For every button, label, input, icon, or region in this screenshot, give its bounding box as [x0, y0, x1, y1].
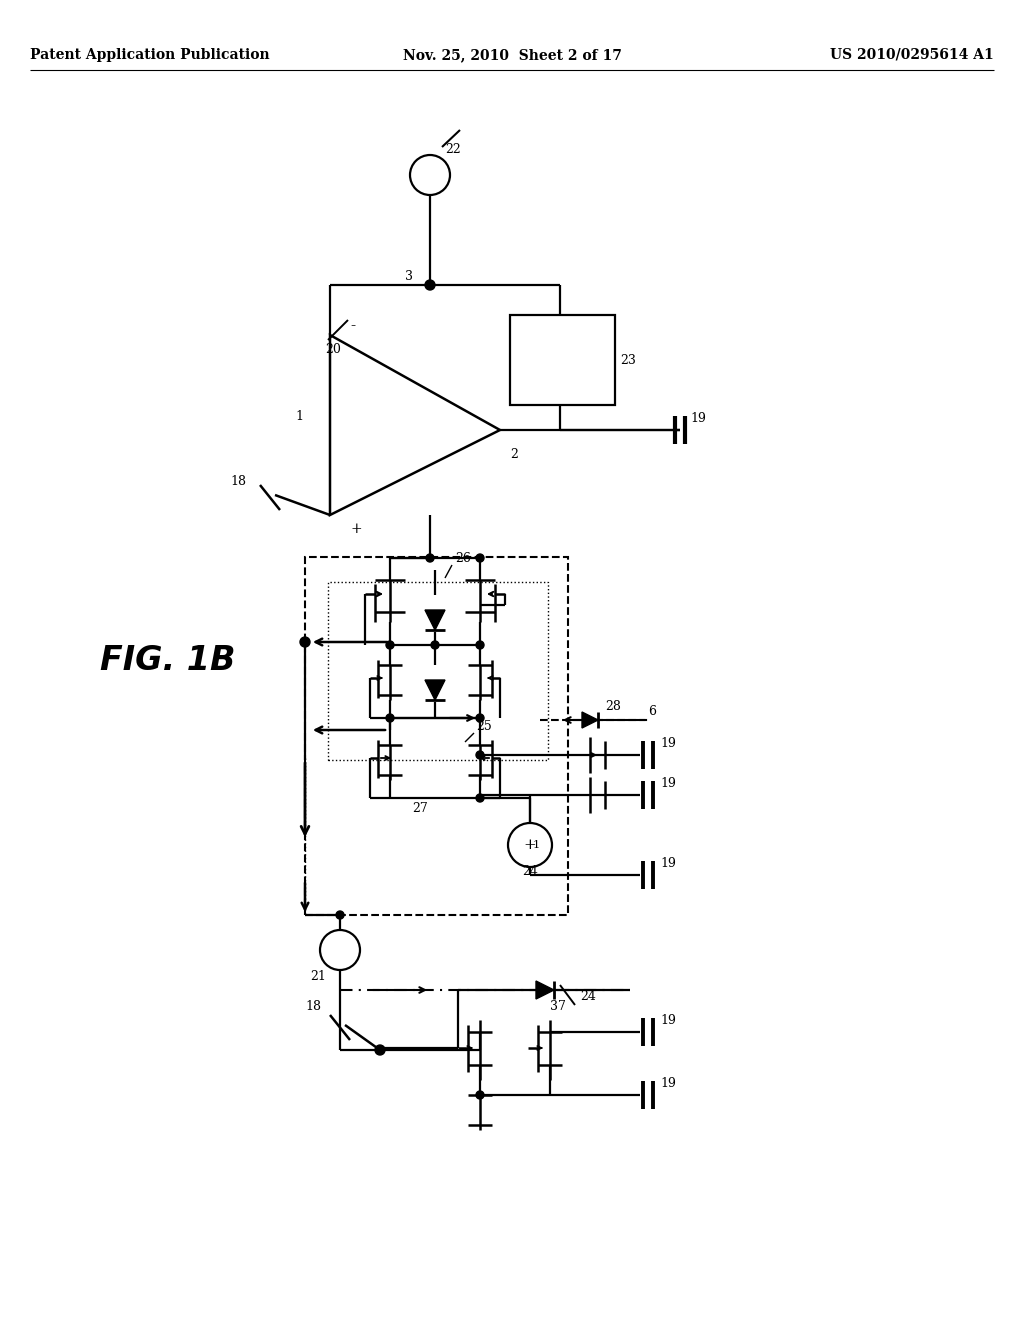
Text: Patent Application Publication: Patent Application Publication: [30, 48, 269, 62]
Circle shape: [425, 280, 435, 290]
Circle shape: [476, 714, 484, 722]
Text: 18: 18: [230, 475, 246, 488]
Bar: [510, 315, 615, 405]
Circle shape: [476, 554, 484, 562]
Text: 1: 1: [534, 840, 540, 850]
Circle shape: [476, 795, 484, 803]
Circle shape: [426, 554, 434, 562]
Text: 26: 26: [455, 552, 471, 565]
Polygon shape: [582, 711, 598, 729]
Circle shape: [431, 642, 439, 649]
Text: FIG. 1B: FIG. 1B: [100, 644, 236, 676]
Bar: [328, 582, 548, 760]
Text: 24: 24: [580, 990, 596, 1003]
Text: 3: 3: [406, 271, 413, 282]
Text: 19: 19: [660, 1014, 676, 1027]
Text: 19: 19: [660, 777, 676, 789]
Text: 2: 2: [510, 447, 518, 461]
Text: 1: 1: [295, 411, 303, 422]
Bar: [305, 557, 568, 915]
Text: 25: 25: [476, 719, 492, 733]
Text: 19: 19: [660, 1077, 676, 1090]
Circle shape: [375, 1045, 385, 1055]
Text: 19: 19: [690, 412, 706, 425]
Text: 27: 27: [412, 803, 428, 814]
Circle shape: [386, 714, 394, 722]
Circle shape: [336, 911, 344, 919]
Text: +: +: [523, 838, 537, 851]
Circle shape: [476, 1092, 484, 1100]
Text: 22: 22: [445, 143, 461, 156]
Polygon shape: [536, 981, 554, 999]
Text: 37: 37: [550, 1001, 566, 1012]
Text: 19: 19: [660, 857, 676, 870]
Text: US 2010/0295614 A1: US 2010/0295614 A1: [830, 48, 994, 62]
Text: Nov. 25, 2010  Sheet 2 of 17: Nov. 25, 2010 Sheet 2 of 17: [402, 48, 622, 62]
Text: 23: 23: [620, 354, 636, 367]
Text: 6: 6: [648, 705, 656, 718]
Text: 18: 18: [305, 1001, 321, 1012]
Polygon shape: [425, 680, 445, 700]
Text: -: -: [350, 319, 355, 333]
Text: 21: 21: [310, 970, 326, 983]
Polygon shape: [425, 610, 445, 630]
Text: 20: 20: [325, 343, 341, 356]
Circle shape: [476, 751, 484, 759]
Text: 28: 28: [605, 700, 621, 713]
Text: 19: 19: [660, 737, 676, 750]
Text: 24: 24: [522, 865, 538, 878]
Circle shape: [386, 642, 394, 649]
Text: +: +: [350, 521, 361, 536]
Circle shape: [476, 642, 484, 649]
Circle shape: [300, 638, 310, 647]
